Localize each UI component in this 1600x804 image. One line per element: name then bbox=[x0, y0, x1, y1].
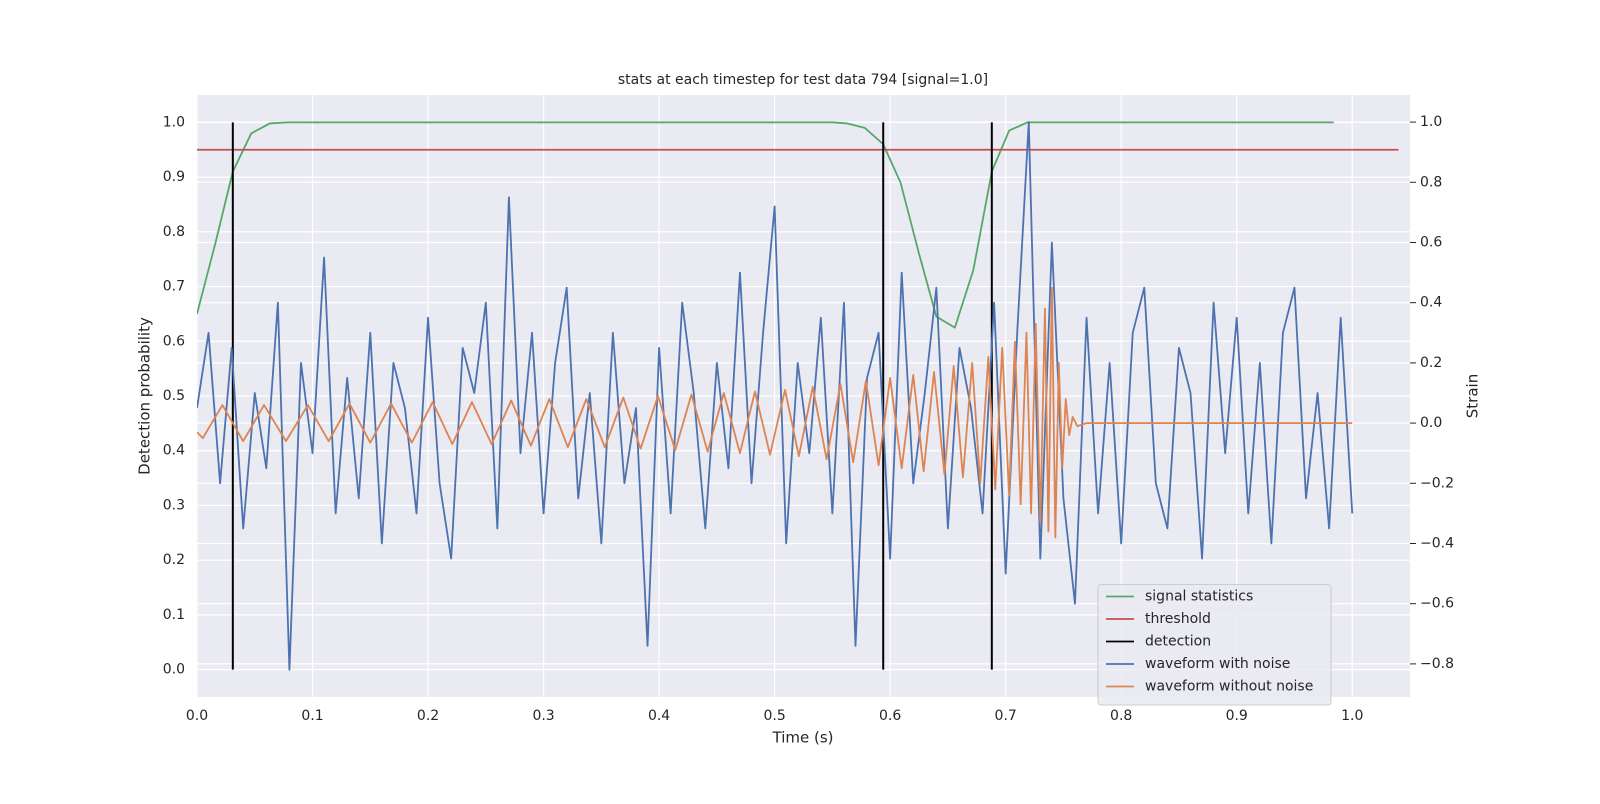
legend-label: waveform without noise bbox=[1145, 679, 1313, 695]
x-tick-label: 0.4 bbox=[648, 708, 670, 724]
y2-axis-label: Strain bbox=[1464, 374, 1482, 418]
y-tick-label: 0.7 bbox=[163, 279, 185, 295]
y2-tick-label: 0.6 bbox=[1420, 234, 1442, 250]
legend: signal statistics threshold detection wavef… bbox=[1097, 584, 1332, 706]
y-tick-label: 0.3 bbox=[163, 497, 185, 513]
y2-tick-label: 0.0 bbox=[1420, 415, 1442, 431]
marks bbox=[197, 121, 1399, 671]
x-tick-label: 0.6 bbox=[879, 708, 901, 724]
series-line bbox=[197, 286, 1353, 539]
y2-tick-label: −0.8 bbox=[1420, 656, 1454, 672]
x-tick-label: 0.2 bbox=[417, 708, 439, 724]
legend-label: signal statistics bbox=[1145, 589, 1253, 605]
labels: 0.0 0.1 0.2 0.3 0.4 0.5 0.6 0.7 0.8 0.9 1.0 0.0 0.1 0… bbox=[163, 114, 1454, 724]
x-tick-label: 0.0 bbox=[186, 708, 208, 724]
y2-tick-label: −0.2 bbox=[1420, 475, 1454, 491]
series-line bbox=[197, 121, 1334, 329]
y-tick-label: 0.9 bbox=[163, 169, 185, 185]
x-tick-label: 0.5 bbox=[763, 708, 785, 724]
y-tick-label: 0.6 bbox=[163, 333, 185, 349]
y2-tick-label: 0.2 bbox=[1420, 355, 1442, 371]
legend-label: detection bbox=[1145, 634, 1211, 650]
x-tick-label: 0.3 bbox=[532, 708, 554, 724]
y-axis-label: Detection probability bbox=[136, 317, 154, 475]
legend-label: waveform with noise bbox=[1145, 656, 1290, 672]
y-tick-label: 1.0 bbox=[163, 114, 185, 130]
y-tick-label: 0.4 bbox=[163, 443, 185, 459]
y-tick-label: 0.2 bbox=[163, 552, 185, 568]
y-tick-label: 0.8 bbox=[163, 224, 185, 240]
x-tick-label: 0.1 bbox=[301, 708, 323, 724]
x-tick-label: 0.8 bbox=[1110, 708, 1132, 724]
y-tick-label: 0.5 bbox=[163, 388, 185, 404]
x-axis-label: Time (s) bbox=[772, 729, 834, 747]
x-tick-label: 1.0 bbox=[1341, 708, 1363, 724]
x-tick-label: 0.7 bbox=[995, 708, 1017, 724]
y-tick-label: 0.1 bbox=[163, 607, 185, 623]
series-line bbox=[197, 121, 1354, 671]
y2-tick-label: 0.4 bbox=[1420, 295, 1442, 311]
y2-tick-label: 0.8 bbox=[1420, 174, 1442, 190]
x-tick-label: 0.9 bbox=[1226, 708, 1248, 724]
chart-title: stats at each timestep for test data 794… bbox=[618, 72, 988, 88]
y-tick-label: 0.0 bbox=[163, 662, 185, 678]
legend-label: threshold bbox=[1145, 611, 1211, 627]
legend-box bbox=[1097, 584, 1332, 706]
y2-tick-label: −0.4 bbox=[1420, 535, 1454, 551]
y2-tick-label: 1.0 bbox=[1420, 114, 1442, 130]
y2-tick-label: −0.6 bbox=[1420, 596, 1454, 612]
